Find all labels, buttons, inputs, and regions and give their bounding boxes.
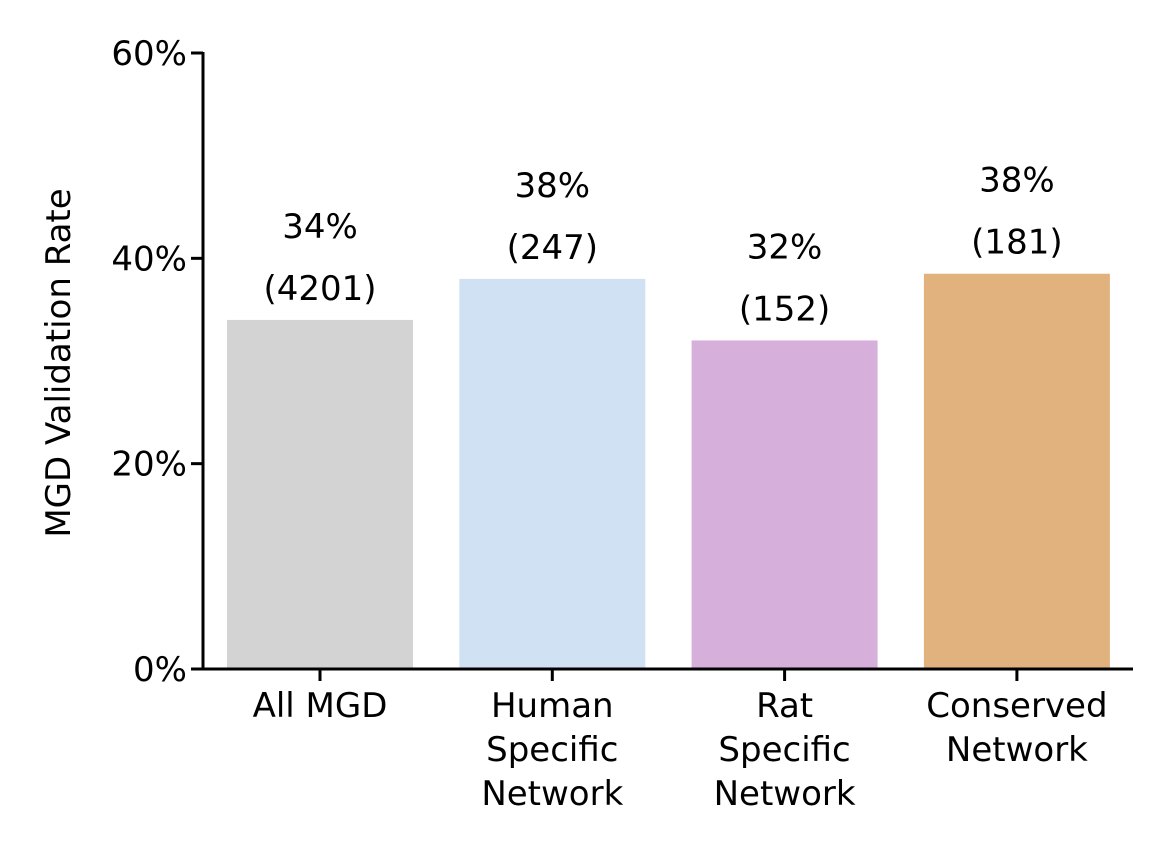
bar-0: [227, 319, 413, 669]
y-tick-label-3: 60%: [111, 34, 187, 74]
y-tick-label-1: 20%: [111, 445, 187, 485]
value-label-3: 38%: [979, 161, 1055, 201]
category-label-3: Conserved Network: [926, 686, 1107, 770]
count-label-3: (181): [971, 223, 1062, 263]
category-label-line: Network: [481, 774, 623, 814]
bars-group: [227, 273, 1110, 669]
value-label-1: 38%: [515, 166, 591, 206]
y-axis-label: MGD Validation Rate: [39, 188, 79, 537]
category-label-1: Human Specific Network: [481, 686, 623, 814]
count-label-2: (152): [739, 289, 830, 329]
count-label-1: (247): [507, 228, 598, 268]
category-label-line: Rat: [756, 686, 813, 726]
category-label-line: Specific: [718, 730, 850, 770]
category-label-line: Human: [491, 686, 614, 726]
y-tick-label-0: 0%: [133, 650, 187, 690]
category-label-line: Specific: [486, 730, 618, 770]
value-label-0: 34%: [282, 207, 358, 247]
y-tick-label-2: 40%: [111, 239, 187, 279]
bar-2: [691, 340, 878, 669]
value-labels-group: 34% (4201) 38% (247) 32% (152) 38% (181): [263, 161, 1062, 330]
category-label-line: Conserved: [926, 686, 1107, 726]
value-label-2: 32%: [747, 227, 823, 267]
y-axis: 0% 20% 40% 60%: [111, 34, 205, 690]
category-label-0: All MGD: [253, 686, 388, 726]
count-label-0: (4201): [263, 269, 376, 309]
bar-1: [459, 278, 646, 669]
category-label-line: All MGD: [253, 686, 388, 726]
category-label-2: Rat Specific Network: [714, 686, 856, 814]
category-label-line: Network: [714, 774, 856, 814]
category-label-line: Network: [946, 730, 1088, 770]
bar-3: [923, 273, 1110, 669]
